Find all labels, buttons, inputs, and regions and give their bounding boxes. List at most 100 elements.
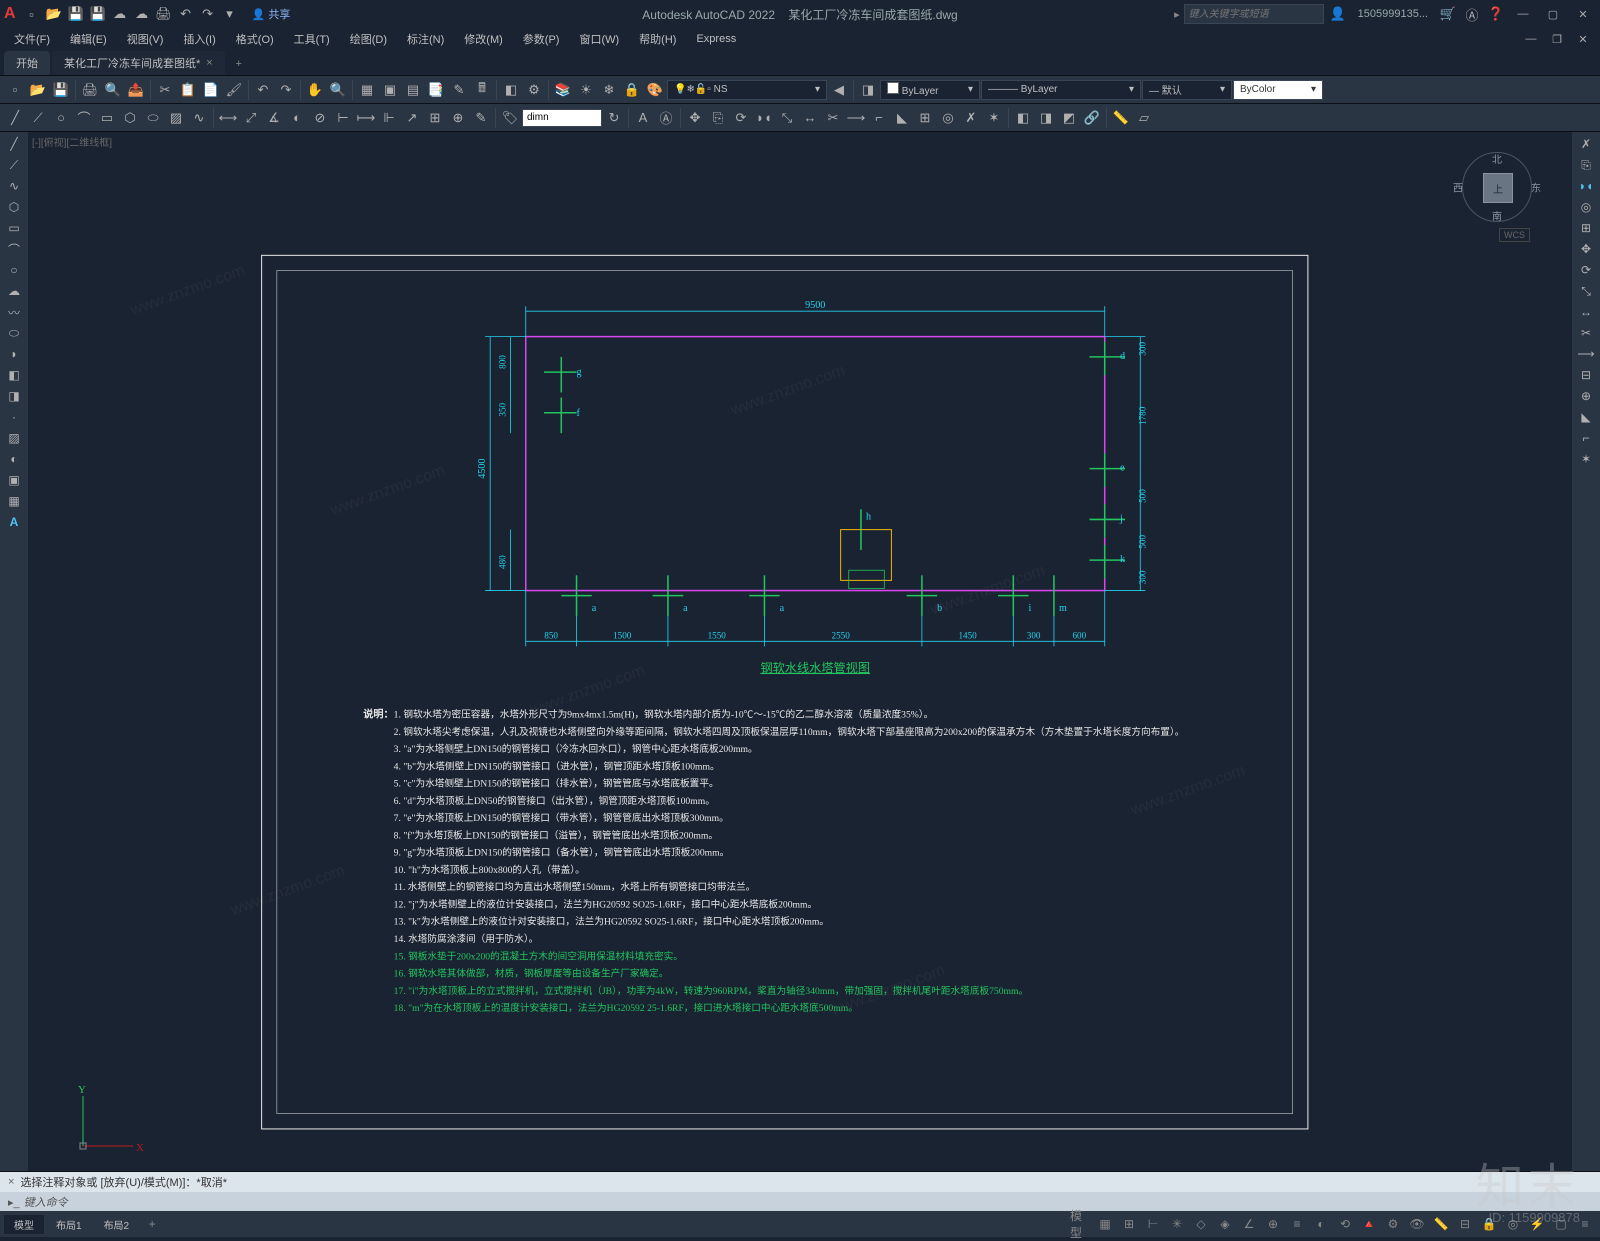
web-open-icon[interactable]: ☁: [110, 4, 130, 24]
close-x-icon[interactable]: ×: [8, 1176, 14, 1188]
mod-join-icon[interactable]: ⊕: [1575, 386, 1597, 406]
match-icon[interactable]: 🖌: [223, 79, 245, 101]
quickprops-icon[interactable]: ⊟: [1454, 1214, 1476, 1234]
redo2-icon[interactable]: ↷: [275, 79, 297, 101]
ortho-icon[interactable]: ⊢: [1142, 1214, 1164, 1234]
spline-icon[interactable]: ∿: [188, 107, 210, 129]
menu-window[interactable]: 窗口(W): [569, 29, 629, 49]
ws-switch-icon[interactable]: ⚙: [1382, 1214, 1404, 1234]
annomonitor-icon[interactable]: 👁: [1406, 1214, 1428, 1234]
sheet-icon[interactable]: 📑: [425, 79, 447, 101]
tab-new-button[interactable]: +: [227, 53, 251, 75]
mod-fillet-icon[interactable]: ⌐: [1575, 428, 1597, 448]
draw-insert-icon[interactable]: ◧: [3, 365, 25, 385]
web-save-icon[interactable]: ☁: [132, 4, 152, 24]
measure-icon[interactable]: 📏: [1110, 107, 1132, 129]
mod-explode-icon[interactable]: ✶: [1575, 449, 1597, 469]
view-cube[interactable]: 北 南 东 西 上: [1462, 152, 1532, 222]
copy-icon[interactable]: 📋: [177, 79, 199, 101]
dim-style-icon[interactable]: 🏷: [499, 107, 521, 129]
draw-hatch-icon[interactable]: ▨: [3, 428, 25, 448]
draw-pline-icon[interactable]: ∿: [3, 176, 25, 196]
design-icon[interactable]: ▣: [379, 79, 401, 101]
maximize-button[interactable]: ▢: [1540, 2, 1566, 26]
layer-mgr-icon[interactable]: 📚: [552, 79, 574, 101]
draw-point-icon[interactable]: ·: [3, 407, 25, 427]
viewcube-west[interactable]: 西: [1453, 180, 1463, 195]
tab-document[interactable]: 某化工厂冷冻车间成套图纸* ×: [52, 51, 225, 75]
mod-scale-icon[interactable]: ⤡: [1575, 281, 1597, 301]
offset-icon[interactable]: ◎: [937, 107, 959, 129]
user-name[interactable]: 1505999135...: [1358, 8, 1428, 20]
viewcube-top-face[interactable]: 上: [1483, 173, 1513, 203]
doc-close-button[interactable]: ✕: [1570, 30, 1596, 48]
mod-trim-icon[interactable]: ✂: [1575, 323, 1597, 343]
save-dwg-icon[interactable]: 💾: [50, 79, 72, 101]
menu-modify[interactable]: 修改(M): [454, 29, 513, 49]
layout-plus-icon[interactable]: +: [141, 1214, 163, 1234]
tool-pal-icon[interactable]: ▤: [402, 79, 424, 101]
viewcube-east[interactable]: 东: [1531, 180, 1541, 195]
drawing-canvas[interactable]: [-][俯视][二维线框] 北 南 东 西 上 WCS: [28, 132, 1572, 1171]
draw-line-icon[interactable]: ╱: [3, 134, 25, 154]
dim-diameter-icon[interactable]: ⊘: [309, 107, 331, 129]
open-dwg-icon[interactable]: 📂: [27, 79, 49, 101]
draw-block-icon[interactable]: ◨: [3, 386, 25, 406]
cart-icon[interactable]: 🛒: [1438, 4, 1458, 24]
open-icon[interactable]: 📂: [44, 4, 64, 24]
menu-edit[interactable]: 编辑(E): [60, 29, 117, 49]
lineweight-dropdown[interactable]: — 默认 ▾: [1142, 80, 1232, 100]
mod-break-icon[interactable]: ⊟: [1575, 365, 1597, 385]
cut-icon[interactable]: ✂: [154, 79, 176, 101]
tolerance-icon[interactable]: ⊞: [424, 107, 446, 129]
menu-insert[interactable]: 插入(I): [173, 29, 225, 49]
polygon-icon[interactable]: ⬡: [119, 107, 141, 129]
draw-mtext-icon[interactable]: A: [3, 512, 25, 532]
pline-icon[interactable]: ⟋: [27, 107, 49, 129]
cleanscreen-icon[interactable]: ▢: [1550, 1214, 1572, 1234]
3dosnap-icon[interactable]: ◈: [1214, 1214, 1236, 1234]
draw-circle-icon[interactable]: ○: [3, 260, 25, 280]
quickcalc-icon[interactable]: 🖩: [471, 79, 493, 101]
lwt-icon[interactable]: ≡: [1286, 1214, 1308, 1234]
props-icon[interactable]: ▦: [356, 79, 378, 101]
layout2-tab[interactable]: 布局2: [94, 1215, 140, 1234]
layer-state-icon[interactable]: ☀: [575, 79, 597, 101]
erase-icon[interactable]: ✗: [960, 107, 982, 129]
mod-copy-icon[interactable]: ⎘: [1575, 155, 1597, 175]
draw-ellipsearc-icon[interactable]: ◗: [3, 344, 25, 364]
units-icon[interactable]: 📏: [1430, 1214, 1452, 1234]
model-tab[interactable]: 模型: [4, 1215, 44, 1234]
draw-revcloud-icon[interactable]: ☁: [3, 281, 25, 301]
wcs-label[interactable]: WCS: [1499, 228, 1530, 242]
draw-rect-icon[interactable]: ▭: [3, 218, 25, 238]
undo-icon[interactable]: ↶: [176, 4, 196, 24]
dim-baseline-icon[interactable]: ⊩: [378, 107, 400, 129]
copy2-icon[interactable]: ⎘: [707, 107, 729, 129]
search-input[interactable]: [1184, 4, 1324, 24]
block-insert-icon[interactable]: ◧: [1012, 107, 1034, 129]
menu-draw[interactable]: 绘图(D): [340, 29, 397, 49]
menu-file[interactable]: 文件(F): [4, 29, 60, 49]
layer-lock-icon[interactable]: 🔒: [621, 79, 643, 101]
line-icon[interactable]: ╱: [4, 107, 26, 129]
snap-icon[interactable]: ⊞: [1118, 1214, 1140, 1234]
explode-icon[interactable]: ✶: [983, 107, 1005, 129]
arc-icon[interactable]: ⌒: [73, 107, 95, 129]
ws-icon[interactable]: ⚙: [523, 79, 545, 101]
mod-chamfer-icon[interactable]: ◣: [1575, 407, 1597, 427]
rotate-icon[interactable]: ⟳: [730, 107, 752, 129]
dim-aligned-icon[interactable]: ⤢: [240, 107, 262, 129]
modelspace-icon[interactable]: 模型: [1070, 1214, 1092, 1234]
color-dropdown[interactable]: ByLayer ▾: [880, 80, 980, 100]
draw-spline-icon[interactable]: 〰: [3, 302, 25, 322]
dimstyle-input[interactable]: [522, 109, 602, 127]
layer-prev-icon[interactable]: ◀: [828, 79, 850, 101]
plotstyle-dropdown[interactable]: ByColor ▾: [1233, 80, 1323, 100]
dim-angular-icon[interactable]: ∡: [263, 107, 285, 129]
mirror-icon[interactable]: ◗◖: [753, 107, 775, 129]
layout1-tab[interactable]: 布局1: [46, 1215, 92, 1234]
ellipse-icon[interactable]: ⬭: [142, 107, 164, 129]
customize-icon[interactable]: ≡: [1574, 1214, 1596, 1234]
new-dwg-icon[interactable]: ▫: [4, 79, 26, 101]
